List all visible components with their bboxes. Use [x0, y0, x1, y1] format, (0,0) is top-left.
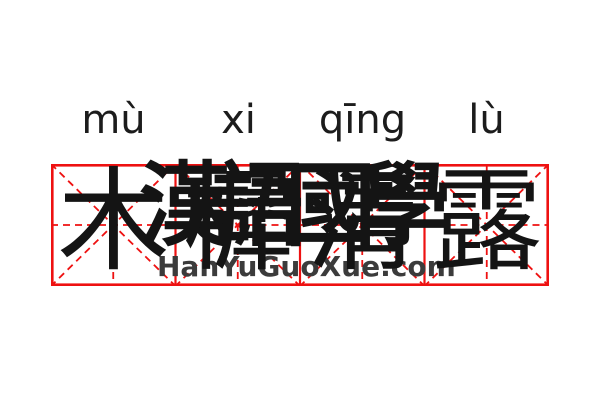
- hanzi-character-1: 木: [57, 161, 170, 285]
- pinyin-syllable-2: xi: [221, 97, 256, 143]
- watermark-hanzi: 漢語國學: [139, 156, 449, 257]
- pinyin-syllable-3: qīng: [318, 97, 407, 143]
- hanzi-character-4: 露: [430, 161, 543, 285]
- hanzi-character-3: 清: [306, 161, 419, 285]
- pinyin-syllable-4: lù: [468, 97, 505, 143]
- writing-practice-grid: [51, 164, 549, 286]
- pinyin-syllable-1: mù: [81, 97, 146, 143]
- hanzi-character-2: 樨: [182, 161, 295, 285]
- watermark-site-text: HanYuGuoXue.com: [157, 250, 456, 283]
